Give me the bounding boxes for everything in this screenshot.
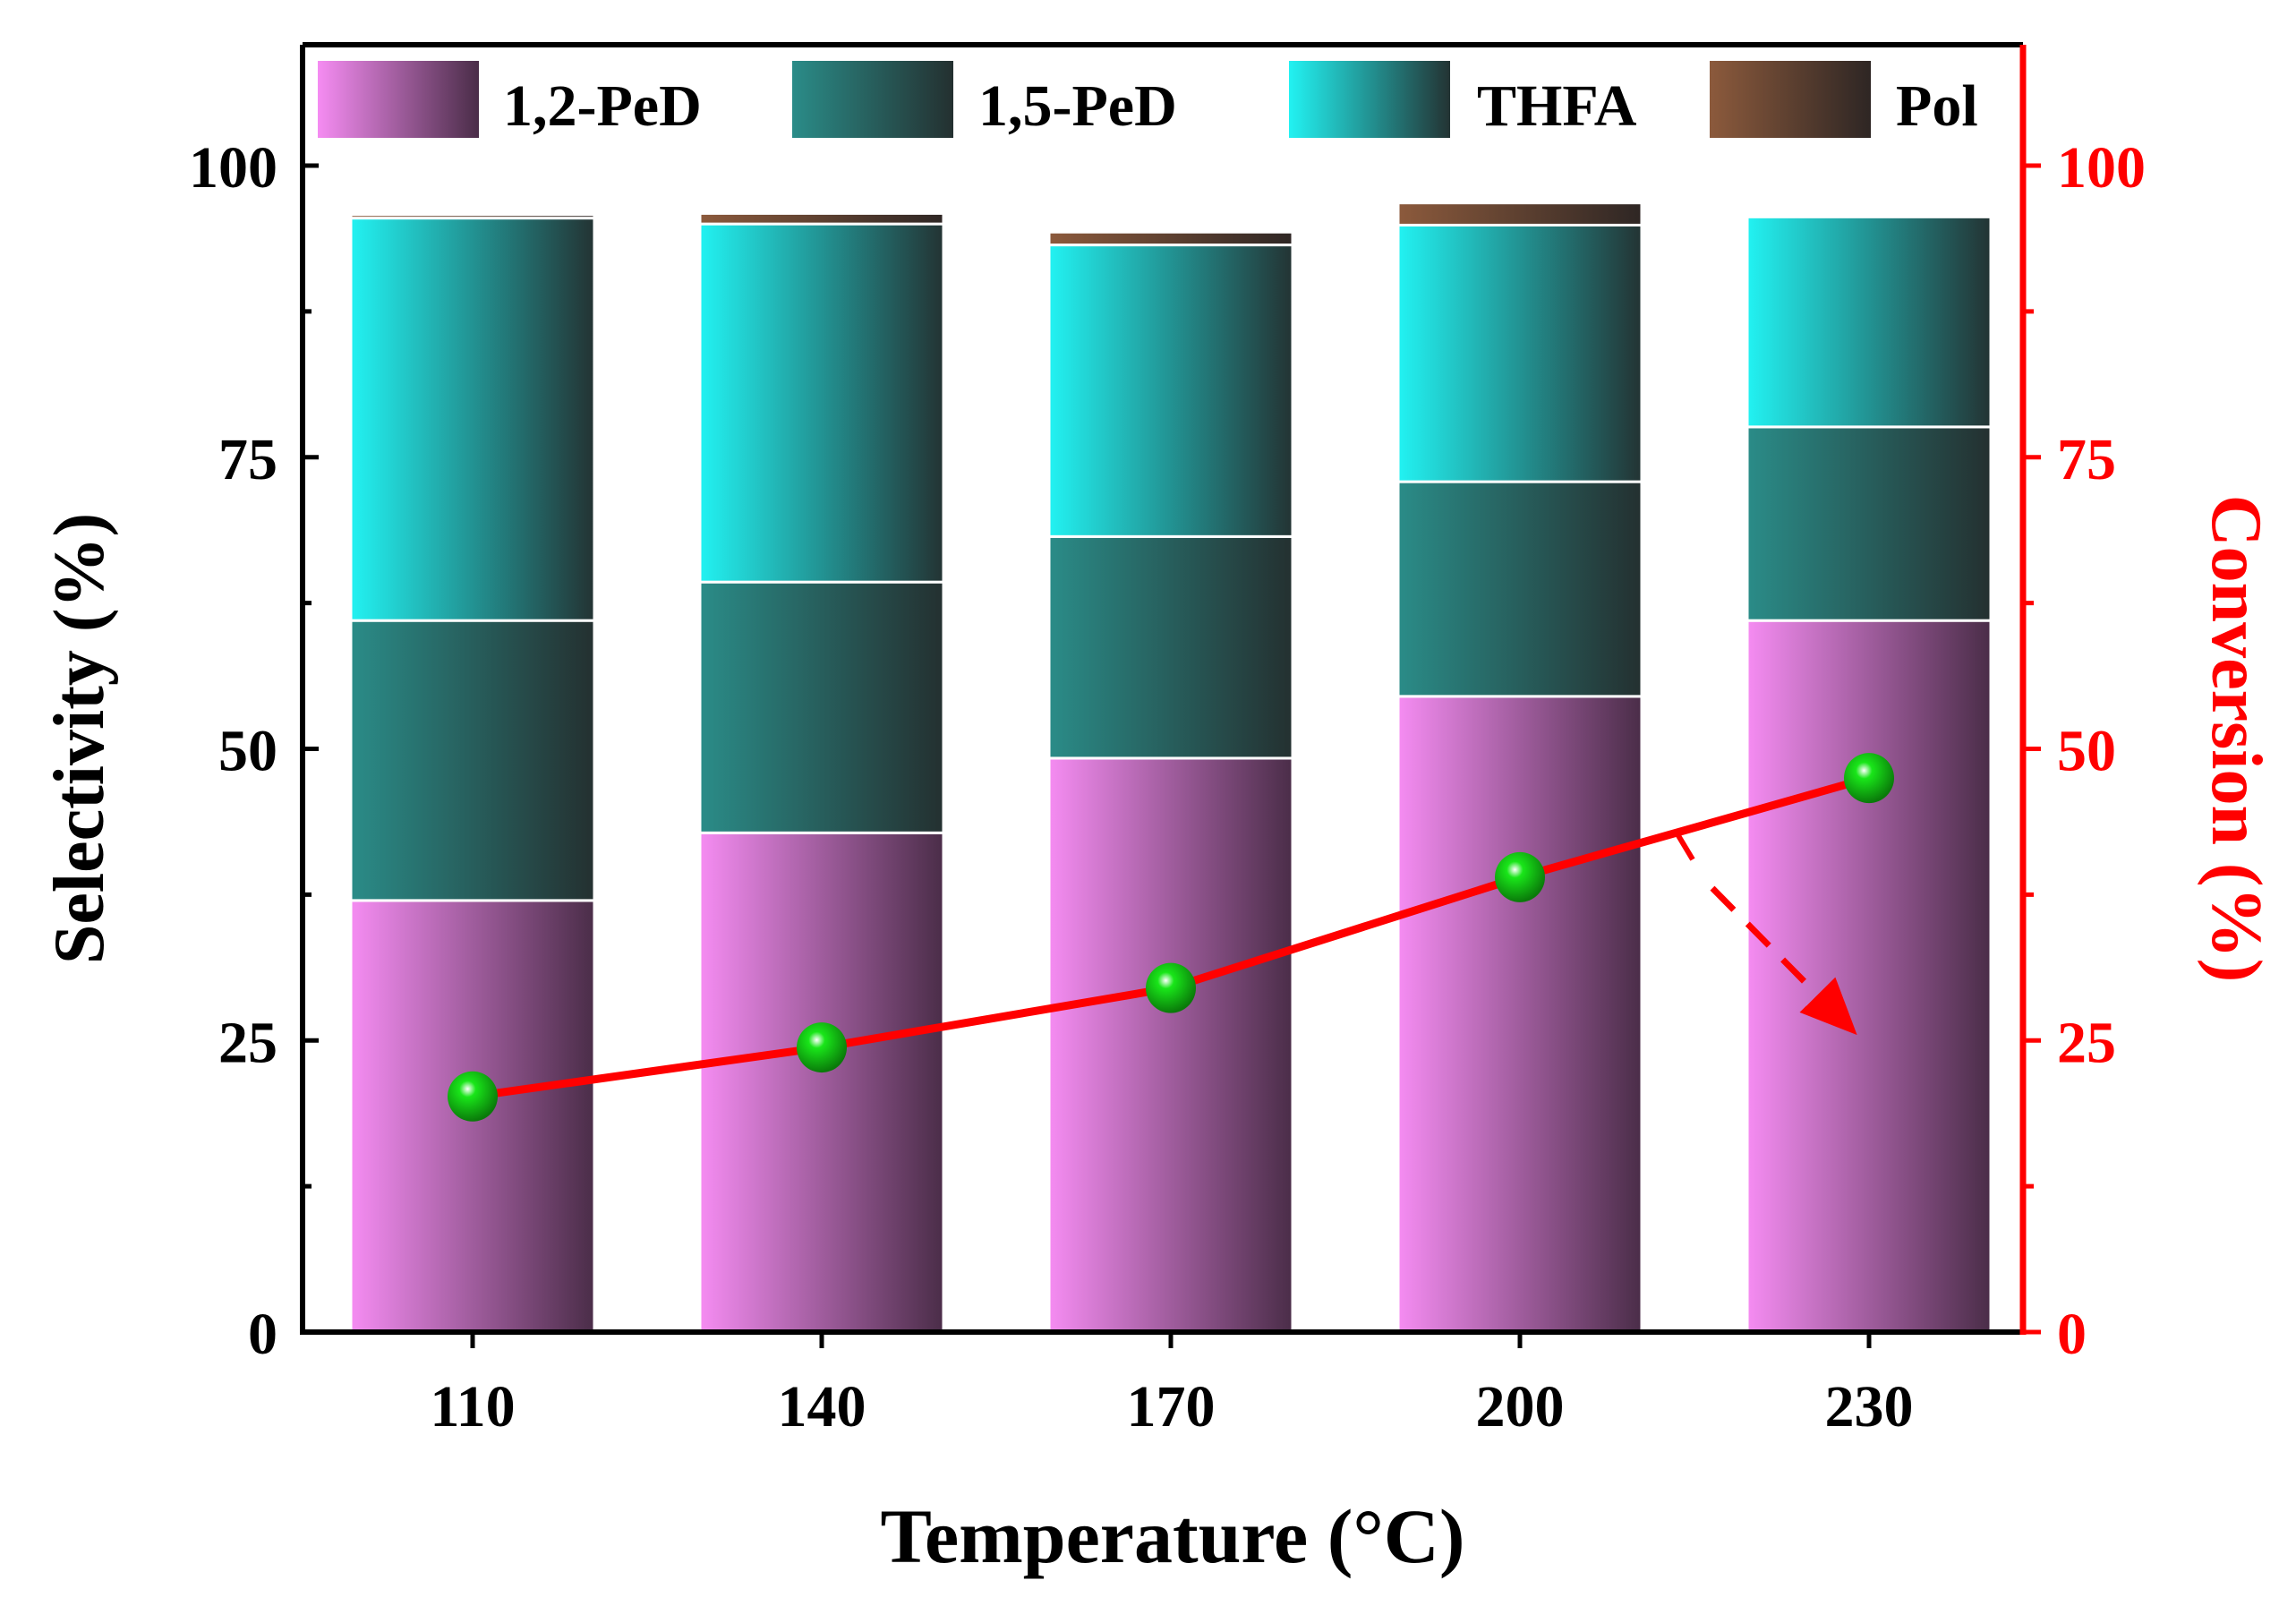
conversion-layer (448, 753, 1894, 1122)
x-tick-label: 170 (1127, 1374, 1216, 1439)
bar-Pol-200 (1396, 201, 1643, 226)
bar-1,2-PeD-170 (1047, 756, 1294, 1334)
conversion-point-140 (797, 1022, 847, 1073)
y-left-tick-label: 75 (218, 427, 277, 492)
bar-Pol-140 (698, 211, 945, 226)
bar-1,5-PeD-170 (1047, 534, 1294, 760)
bar-Pol-110 (349, 213, 596, 220)
x-axis-label: Temperature (°C) (881, 1493, 1465, 1579)
y-axis-left-label: Selectivity (%) (40, 513, 119, 964)
legend-swatch-1,2-PeD (318, 61, 479, 138)
bar-THFA-230 (1745, 215, 1993, 429)
y-left-tick-label: 0 (248, 1302, 277, 1367)
y-right-tick-label: 75 (2057, 427, 2116, 492)
bar-THFA-110 (349, 217, 596, 622)
conversion-point-200 (1495, 851, 1545, 902)
bar-1,5-PeD-140 (698, 580, 945, 834)
y-right-tick-label: 100 (2057, 135, 2146, 201)
bar-1,2-PeD-200 (1396, 695, 1643, 1334)
legend-swatch-Pol (1710, 61, 1871, 138)
bar-Pol-170 (1047, 230, 1294, 247)
y-right-tick-label: 25 (2057, 1010, 2116, 1075)
y-right-tick-label: 0 (2057, 1302, 2087, 1367)
legend-label-1,2-PeD: 1,2-PeD (503, 73, 702, 139)
y-left-tick-label: 100 (189, 135, 277, 201)
y-axis-right-label: Conversion (%) (2197, 495, 2275, 982)
legend-swatch-1,5-PeD (792, 61, 953, 138)
x-tick-label: 110 (430, 1374, 515, 1439)
legend: 1,2-PeD 1,5-PeD THFA Pol (318, 61, 1978, 139)
bar-1,5-PeD-110 (349, 619, 596, 902)
legend-swatch-THFA (1289, 61, 1450, 138)
conversion-point-230 (1844, 753, 1894, 804)
x-tick-label: 140 (778, 1374, 866, 1439)
bar-THFA-200 (1396, 223, 1643, 483)
legend-label-Pol: Pol (1896, 73, 1978, 139)
annotation-dashed-arrow (1710, 885, 1857, 1036)
x-tick-label: 200 (1476, 1374, 1565, 1439)
y-left-tick-label: 50 (218, 719, 277, 784)
bar-THFA-140 (698, 222, 945, 584)
y-left-tick-label: 25 (218, 1010, 277, 1075)
legend-label-1,5-PeD: 1,5-PeD (978, 73, 1177, 139)
annotation-tick (1674, 831, 1695, 861)
conversion-point-170 (1146, 962, 1196, 1013)
bar-1,2-PeD-140 (698, 831, 945, 1334)
bar-1,5-PeD-230 (1745, 425, 1993, 622)
x-tick-label: 230 (1825, 1374, 1914, 1439)
bar-1,2-PeD-230 (1745, 619, 1993, 1334)
bar-1,5-PeD-200 (1396, 480, 1643, 698)
y-right-tick-label: 50 (2057, 719, 2116, 784)
legend-label-THFA: THFA (1477, 73, 1637, 139)
axes-layer: 0 0 25 25 50 50 75 75 100 100 110 140 170 200 230 (189, 42, 2146, 1439)
bar-THFA-170 (1047, 243, 1294, 538)
bars-layer (349, 201, 1993, 1334)
conversion-point-110 (448, 1071, 498, 1122)
